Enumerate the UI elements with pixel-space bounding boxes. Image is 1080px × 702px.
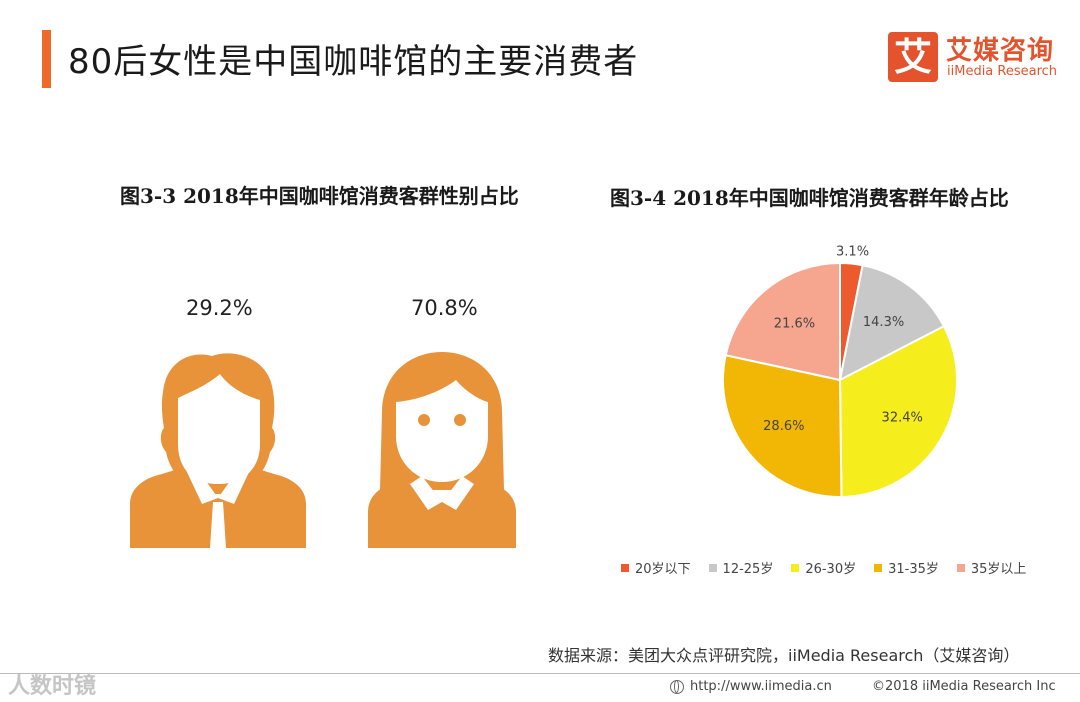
legend-item-1: 12-25岁 (708, 558, 774, 577)
legend-item-0: 20岁以下 (621, 558, 691, 577)
legend-label-2: 26-30岁 (805, 562, 857, 577)
iimedia-logo: 艾 艾媒咨询 iiMedia Research (888, 28, 1063, 84)
pie-slice-1 (838, 264, 946, 382)
logo-chinese-text: 艾媒咨询 (946, 36, 1055, 66)
pie-slice-3 (722, 354, 843, 498)
watermark-text: 人数时镜 (8, 674, 97, 699)
title-accent-bar (42, 30, 51, 88)
globe-icon (670, 679, 684, 694)
legend-item-2: 26-30岁 (791, 558, 856, 577)
legend-swatch-4 (956, 563, 965, 572)
female-percentage-label: 70.8% (411, 296, 478, 320)
legend-item-4: 35岁以上 (956, 558, 1027, 577)
pie-slice-label-1: 14.3% (863, 315, 904, 330)
legend-label-1: 12-25岁 (722, 562, 774, 577)
footer-copyright: ©2018 iiMedia Research Inc (872, 679, 1056, 694)
age-pie-legend: 20岁以下 12-25岁 26-30岁 31-35岁 35岁以上 (621, 558, 1026, 577)
legend-swatch-1 (708, 563, 717, 572)
legend-label-4: 35岁以上 (970, 562, 1027, 577)
male-percentage-label: 29.2% (186, 296, 253, 320)
legend-swatch-0 (621, 563, 629, 572)
page-title: 80后女性是中国咖啡馆的主要消费者 (68, 42, 639, 82)
logo-english-text: iiMedia Research (947, 64, 1058, 79)
footer-divider (0, 673, 1080, 674)
legend-item-3: 31-35岁 (874, 558, 939, 577)
footer-website[interactable]: http://www.iimedia.cn (670, 679, 832, 694)
data-source-note: 数据来源：美团大众点评研究院，iiMedia Research（艾媒咨询） (548, 646, 1020, 665)
footer-url-text[interactable]: http://www.iimedia.cn (690, 679, 832, 694)
pie-slice-4 (724, 261, 841, 382)
pie-slice-2 (838, 324, 958, 499)
age-chart-title: 图3-4 2018年中国咖啡馆消费客群年龄占比 (610, 186, 1009, 210)
female-person-icon (368, 352, 516, 548)
male-person-icon (130, 353, 306, 548)
legend-label-0: 20岁以下 (635, 562, 691, 577)
pie-slice-label-4: 21.6% (774, 317, 815, 332)
pie-slice-label-2: 32.4% (882, 410, 923, 425)
legend-label-3: 31-35岁 (888, 562, 939, 577)
legend-swatch-2 (791, 563, 800, 572)
age-pie-chart: 3.1% 14.3% 32.4% 28.6% 21.6% (722, 245, 958, 499)
pie-slice-label-3: 28.6% (763, 419, 804, 434)
logo-mark: 艾 (888, 32, 938, 82)
gender-chart-title: 图3-3 2018年中国咖啡馆消费客群性别占比 (120, 184, 519, 208)
pie-slice-label-0: 3.1% (836, 245, 869, 260)
legend-swatch-3 (874, 563, 883, 572)
